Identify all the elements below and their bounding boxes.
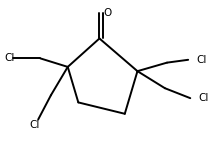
Text: Cl: Cl <box>199 93 209 103</box>
Text: Cl: Cl <box>30 120 40 130</box>
Text: O: O <box>104 8 112 18</box>
Text: Cl: Cl <box>4 53 15 63</box>
Text: Cl: Cl <box>197 55 207 65</box>
